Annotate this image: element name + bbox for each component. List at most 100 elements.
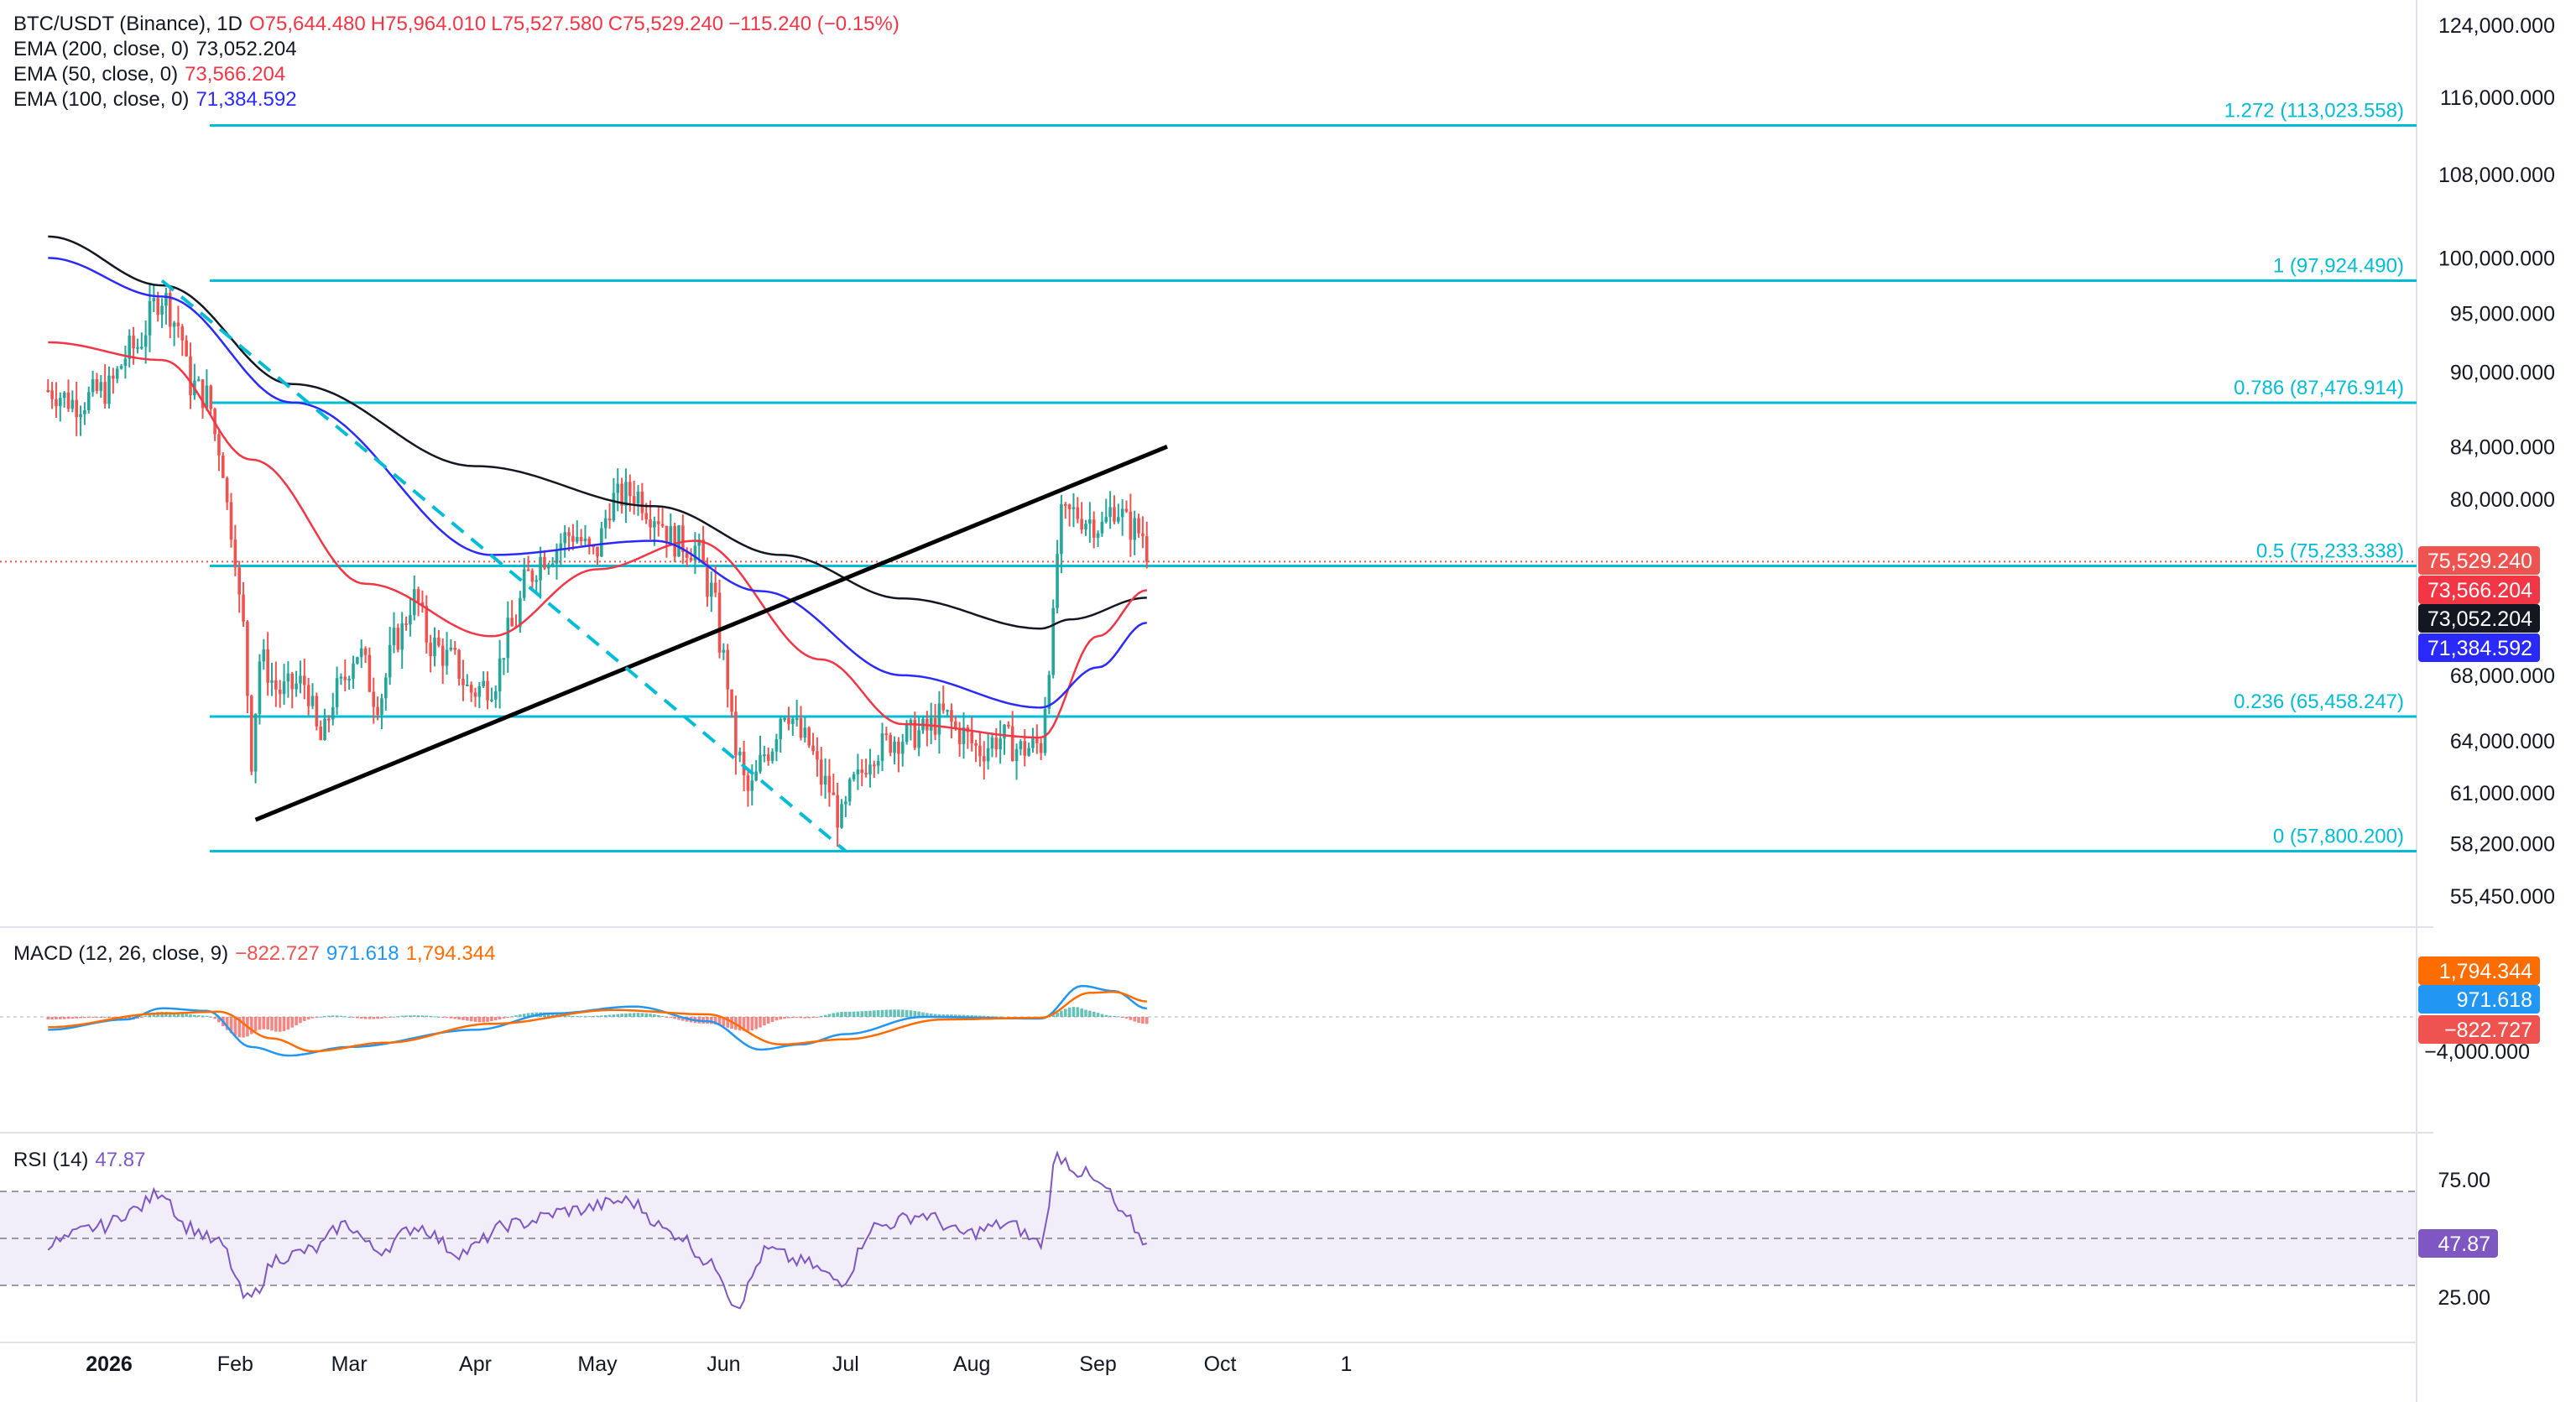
- candle: [201, 378, 205, 419]
- candle: [937, 691, 941, 754]
- candle-body: [404, 623, 408, 625]
- candle-body: [143, 335, 148, 347]
- candle: [189, 342, 192, 409]
- macd-histogram-bar: [266, 1017, 269, 1029]
- candle: [836, 782, 839, 847]
- fib-label-4: 0.236 (65,458.247): [2234, 691, 2404, 713]
- macd-histogram-bar: [840, 1012, 843, 1017]
- candle-body: [701, 539, 705, 565]
- macd-histogram-bar: [91, 1017, 95, 1018]
- descending-trendline: [160, 279, 847, 852]
- candle-body: [103, 382, 107, 404]
- candle-body: [873, 764, 876, 767]
- candle-body: [954, 721, 957, 728]
- candle: [1141, 516, 1145, 549]
- candle: [506, 601, 510, 673]
- macd-histogram-bar: [770, 1017, 774, 1022]
- tag-macd-hist: −822.727: [2418, 1015, 2540, 1044]
- candle: [50, 382, 54, 409]
- candle-body: [726, 649, 729, 690]
- macd-histogram-bar: [962, 1014, 966, 1017]
- candle: [717, 579, 722, 659]
- candle-body: [315, 696, 319, 727]
- macd-histogram-bar: [624, 1013, 628, 1017]
- candle: [999, 720, 1002, 764]
- macd-histogram-bar: [306, 1017, 310, 1019]
- macd-histogram-bar: [278, 1017, 282, 1032]
- candle: [368, 647, 372, 693]
- macd-histogram-bar: [1088, 1010, 1092, 1017]
- candle-body: [612, 493, 616, 521]
- candle-body: [526, 569, 530, 571]
- candle-body: [83, 409, 86, 414]
- candle: [1031, 727, 1035, 753]
- macd-histogram-bar: [836, 1012, 839, 1017]
- macd-histogram-bar: [827, 1014, 832, 1017]
- macd-histogram-bar: [990, 1016, 994, 1018]
- macd-histogram-bar: [946, 1014, 949, 1017]
- candle-body: [746, 774, 750, 791]
- candle: [461, 659, 465, 701]
- candle-body: [55, 399, 58, 407]
- candle-body: [79, 414, 82, 418]
- candle-body: [628, 482, 632, 497]
- macd-histogram-bar: [123, 1017, 128, 1020]
- candle-body: [1043, 709, 1047, 753]
- candlesticks: [0, 283, 2417, 847]
- time-label-9: Oct: [1204, 1352, 1237, 1376]
- macd-histogram-bar: [319, 1016, 322, 1018]
- candle-body: [1019, 741, 1023, 749]
- candle-body: [356, 657, 359, 664]
- candle-body: [461, 678, 465, 685]
- macd-histogram-bar: [763, 1017, 766, 1026]
- candle-body: [864, 773, 868, 775]
- candle-body: [1124, 508, 1129, 512]
- time-label-0: 2026: [86, 1352, 133, 1376]
- candle: [115, 366, 119, 383]
- macd-histogram-bar: [970, 1015, 973, 1017]
- macd-histogram-bar: [103, 1017, 107, 1018]
- candle-body: [868, 764, 872, 775]
- macd-histogram-bar: [876, 1010, 880, 1017]
- candle-body: [738, 751, 742, 756]
- candle-body: [884, 733, 889, 736]
- candle-body: [136, 347, 139, 349]
- candle: [380, 693, 383, 730]
- candle-body: [502, 658, 506, 660]
- candle: [225, 476, 229, 510]
- candle-body: [1080, 519, 1083, 530]
- trendlines: [160, 279, 1168, 852]
- candle: [726, 644, 729, 708]
- candle-body: [722, 649, 726, 653]
- candle-body: [359, 648, 363, 658]
- macd-histogram-bar: [376, 1017, 379, 1019]
- macd-histogram-bar: [807, 1017, 811, 1019]
- tag-macd-signal-bg: [2418, 956, 2540, 985]
- rsi-value: 47.87: [95, 1149, 146, 1171]
- candle-body: [168, 293, 172, 327]
- candle-body: [363, 648, 368, 655]
- candle-body: [697, 539, 701, 546]
- candle: [473, 687, 477, 707]
- macd-histogram-bar: [832, 1013, 836, 1017]
- candle: [526, 555, 530, 571]
- candle-body: [498, 658, 502, 692]
- candle-body: [160, 305, 164, 315]
- macd-histogram-bar: [237, 1017, 241, 1038]
- price-tick-10: 64,000.000: [2450, 730, 2555, 753]
- macd-histogram-bar: [112, 1017, 115, 1019]
- macd-histogram-bar: [1137, 1017, 1140, 1024]
- time-axis[interactable]: 2026 Feb Mar Apr May Jun Jul Aug Sep Oct 1: [0, 1342, 2417, 1376]
- price-axis[interactable]: 124,000.000 116,000.000 108,000.000 100,000…: [2424, 14, 2555, 1310]
- macd-tick-1: −4,000.000: [2424, 1040, 2530, 1064]
- candle: [811, 732, 815, 755]
- candle: [884, 727, 889, 741]
- candle-body: [1092, 519, 1096, 538]
- macd-histogram-bar: [445, 1017, 449, 1019]
- rsi-tick-1: 25.00: [2438, 1286, 2490, 1310]
- fib-label-5: 0 (57,800.200): [2273, 825, 2404, 847]
- macd-histogram-bar: [607, 1014, 612, 1017]
- candle: [982, 741, 986, 780]
- candle-body: [506, 618, 510, 659]
